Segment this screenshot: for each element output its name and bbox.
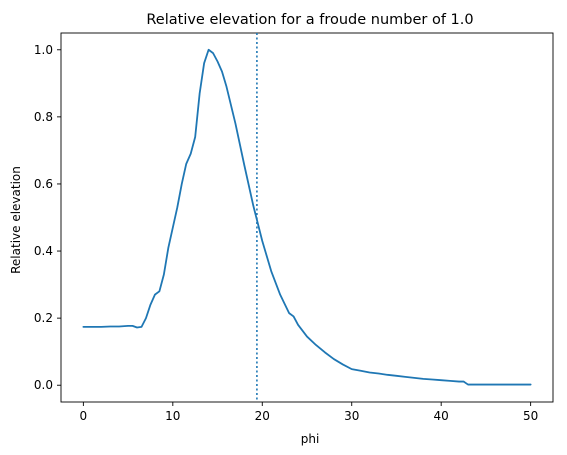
y-tick-label: 0.0 <box>34 378 53 392</box>
y-tick-label: 0.6 <box>34 177 53 191</box>
y-tick-label: 1.0 <box>34 43 53 57</box>
series-line <box>82 48 532 386</box>
x-tick-label: 20 <box>255 409 270 423</box>
y-axis-label: Relative elevation <box>9 166 23 274</box>
x-tick-label: 50 <box>523 409 538 423</box>
x-tick-label: 10 <box>165 409 180 423</box>
x-axis: 0 10 20 30 40 50 <box>80 402 538 423</box>
x-tick-label: 40 <box>434 409 449 423</box>
chart-title: Relative elevation for a froude number o… <box>146 12 473 28</box>
y-axis: 0.0 0.2 0.4 0.6 0.8 1.0 <box>34 43 61 392</box>
y-tick-label: 0.8 <box>34 110 53 124</box>
plot-frame <box>60 32 554 403</box>
y-tick-label: 0.4 <box>34 244 53 258</box>
plot-area <box>60 32 554 403</box>
x-axis-label: phi <box>301 432 320 446</box>
x-tick-label: 30 <box>344 409 359 423</box>
x-tick-label: 0 <box>80 409 88 423</box>
y-tick-label: 0.2 <box>34 311 53 325</box>
